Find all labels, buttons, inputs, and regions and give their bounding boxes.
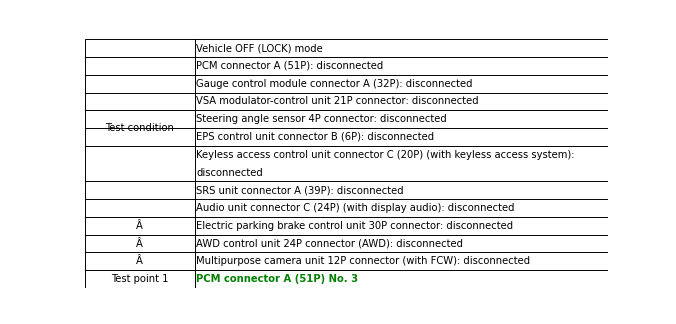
Text: Multipurpose camera unit 12P connector (with FCW): disconnected: Multipurpose camera unit 12P connector (… [196, 256, 531, 266]
Text: Keyless access control unit connector C (20P) (with keyless access system):: Keyless access control unit connector C … [196, 150, 575, 160]
Text: Gauge control module connector A (32P): disconnected: Gauge control module connector A (32P): … [196, 79, 473, 89]
Text: Test condition: Test condition [105, 123, 174, 133]
Text: Audio unit connector C (24P) (with display audio): disconnected: Audio unit connector C (24P) (with displ… [196, 203, 515, 213]
Text: disconnected: disconnected [196, 168, 263, 178]
Text: AWD control unit 24P connector (AWD): disconnected: AWD control unit 24P connector (AWD): di… [196, 238, 463, 249]
Text: Steering angle sensor 4P connector: disconnected: Steering angle sensor 4P connector: disc… [196, 114, 447, 124]
Text: EPS control unit connector B (6P): disconnected: EPS control unit connector B (6P): disco… [196, 132, 435, 142]
Text: SRS unit connector A (39P): disconnected: SRS unit connector A (39P): disconnected [196, 185, 404, 195]
Text: PCM connector A (51P) No. 3: PCM connector A (51P) No. 3 [196, 274, 358, 284]
Text: PCM connector A (51P) No. 3: PCM connector A (51P) No. 3 [196, 274, 358, 284]
Text: Electric parking brake control unit 30P connector: disconnected: Electric parking brake control unit 30P … [196, 221, 513, 231]
Text: Â: Â [137, 221, 143, 231]
Text: Vehicle OFF (LOCK) mode: Vehicle OFF (LOCK) mode [196, 43, 323, 53]
Text: Â: Â [137, 256, 143, 266]
Text: Â: Â [137, 238, 143, 249]
Text: VSA modulator-control unit 21P connector: disconnected: VSA modulator-control unit 21P connector… [196, 97, 479, 107]
Text: PCM connector A (51P): disconnected: PCM connector A (51P): disconnected [196, 61, 383, 71]
Text: Test point 1: Test point 1 [111, 274, 168, 284]
